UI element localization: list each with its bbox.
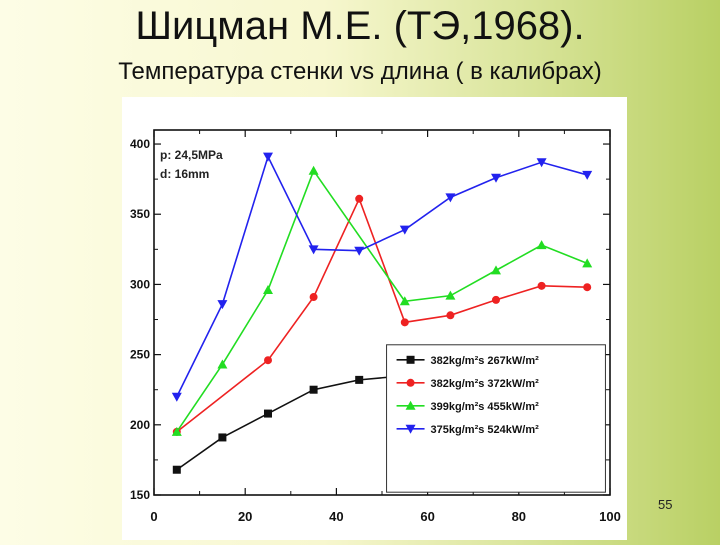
- series-line: [176, 154, 588, 398]
- data-point-circle: [406, 378, 415, 387]
- data-point-triangle-down: [263, 152, 273, 162]
- slide-subtitle: Температура стенки vs длина ( в калибрах…: [118, 58, 602, 85]
- data-point-triangle-up: [536, 240, 547, 250]
- annotation-diameter: d: 16mm: [160, 167, 209, 181]
- data-point-triangle-up: [171, 426, 182, 436]
- x-tick-label: 20: [238, 509, 252, 524]
- data-point-triangle-down: [405, 424, 416, 434]
- data-point-square: [172, 465, 181, 474]
- data-point-triangle-up: [405, 400, 416, 410]
- legend: 382kg/m²s 267kW/m² 382kg/m²s 372kW/m² 399k…: [386, 344, 606, 493]
- data-point-circle: [309, 293, 318, 302]
- y-tick-label: 200: [130, 418, 150, 432]
- legend-label: 375kg/m²s 524kW/m²: [431, 424, 540, 436]
- data-point-triangle-down: [445, 193, 456, 203]
- data-point-triangle-down: [582, 170, 593, 180]
- y-tick-label: 250: [130, 348, 150, 362]
- annotation-pressure: p: 24,5MPa: [160, 148, 223, 162]
- data-point-circle: [400, 318, 409, 327]
- legend-label: 382kg/m²s 372kW/m²: [431, 378, 540, 390]
- data-point-circle: [264, 356, 272, 365]
- y-tick-label: 150: [130, 488, 150, 502]
- data-point-triangle-up: [399, 296, 410, 306]
- data-point-circle: [583, 283, 592, 292]
- data-point-square: [355, 375, 364, 384]
- chart-panel: 0 20 40 60 80 100 150 200 250 300 350 400 p: 24,5MP…: [122, 97, 627, 540]
- data-point-circle: [537, 281, 546, 290]
- data-point-triangle-up: [263, 285, 273, 295]
- x-tick-label: 60: [420, 509, 434, 524]
- data-point-triangle-down: [399, 225, 410, 235]
- data-point-triangle-up: [445, 290, 456, 300]
- x-tick-label: 80: [512, 509, 526, 524]
- data-point-circle: [492, 295, 500, 304]
- data-point-circle: [446, 311, 455, 320]
- x-tick-label: 0: [150, 509, 157, 524]
- series-4: [171, 152, 593, 402]
- series-3: [171, 165, 593, 436]
- data-point-triangle-up: [491, 265, 501, 275]
- data-point-triangle-up: [582, 258, 593, 268]
- slide-title: Шицман М.Е. (ТЭ,1968).: [135, 4, 585, 48]
- data-point-triangle-up: [308, 165, 319, 175]
- data-point-square: [309, 385, 318, 394]
- y-tick-label: 400: [130, 137, 150, 151]
- data-point-square: [218, 433, 227, 442]
- legend-label: 399kg/m²s 455kW/m²: [431, 401, 540, 413]
- x-tick-label: 100: [599, 509, 621, 524]
- legend-label: 382kg/m²s 267kW/m²: [431, 355, 540, 367]
- page-number: 55: [658, 497, 673, 512]
- data-point-triangle-up: [217, 359, 228, 369]
- data-point-square: [264, 409, 272, 418]
- line-chart: 0 20 40 60 80 100 150 200 250 300 350 400 p: 24,5MP…: [130, 129, 621, 524]
- data-point-triangle-down: [354, 246, 365, 256]
- x-tick-label: 40: [329, 509, 343, 524]
- data-point-circle: [355, 194, 364, 203]
- y-tick-label: 350: [130, 207, 150, 221]
- data-point-triangle-down: [536, 158, 547, 168]
- data-point-triangle-down: [308, 245, 319, 255]
- legend-box: [386, 344, 606, 493]
- data-point-triangle-down: [217, 300, 228, 310]
- data-point-square: [406, 355, 415, 364]
- annotations: p: 24,5MPa d: 16mm: [160, 148, 223, 181]
- data-point-triangle-down: [491, 173, 501, 183]
- y-tick-label: 300: [130, 277, 150, 291]
- data-point-triangle-down: [171, 392, 182, 402]
- axes: 0 20 40 60 80 100 150 200 250 300 350 400: [130, 129, 621, 524]
